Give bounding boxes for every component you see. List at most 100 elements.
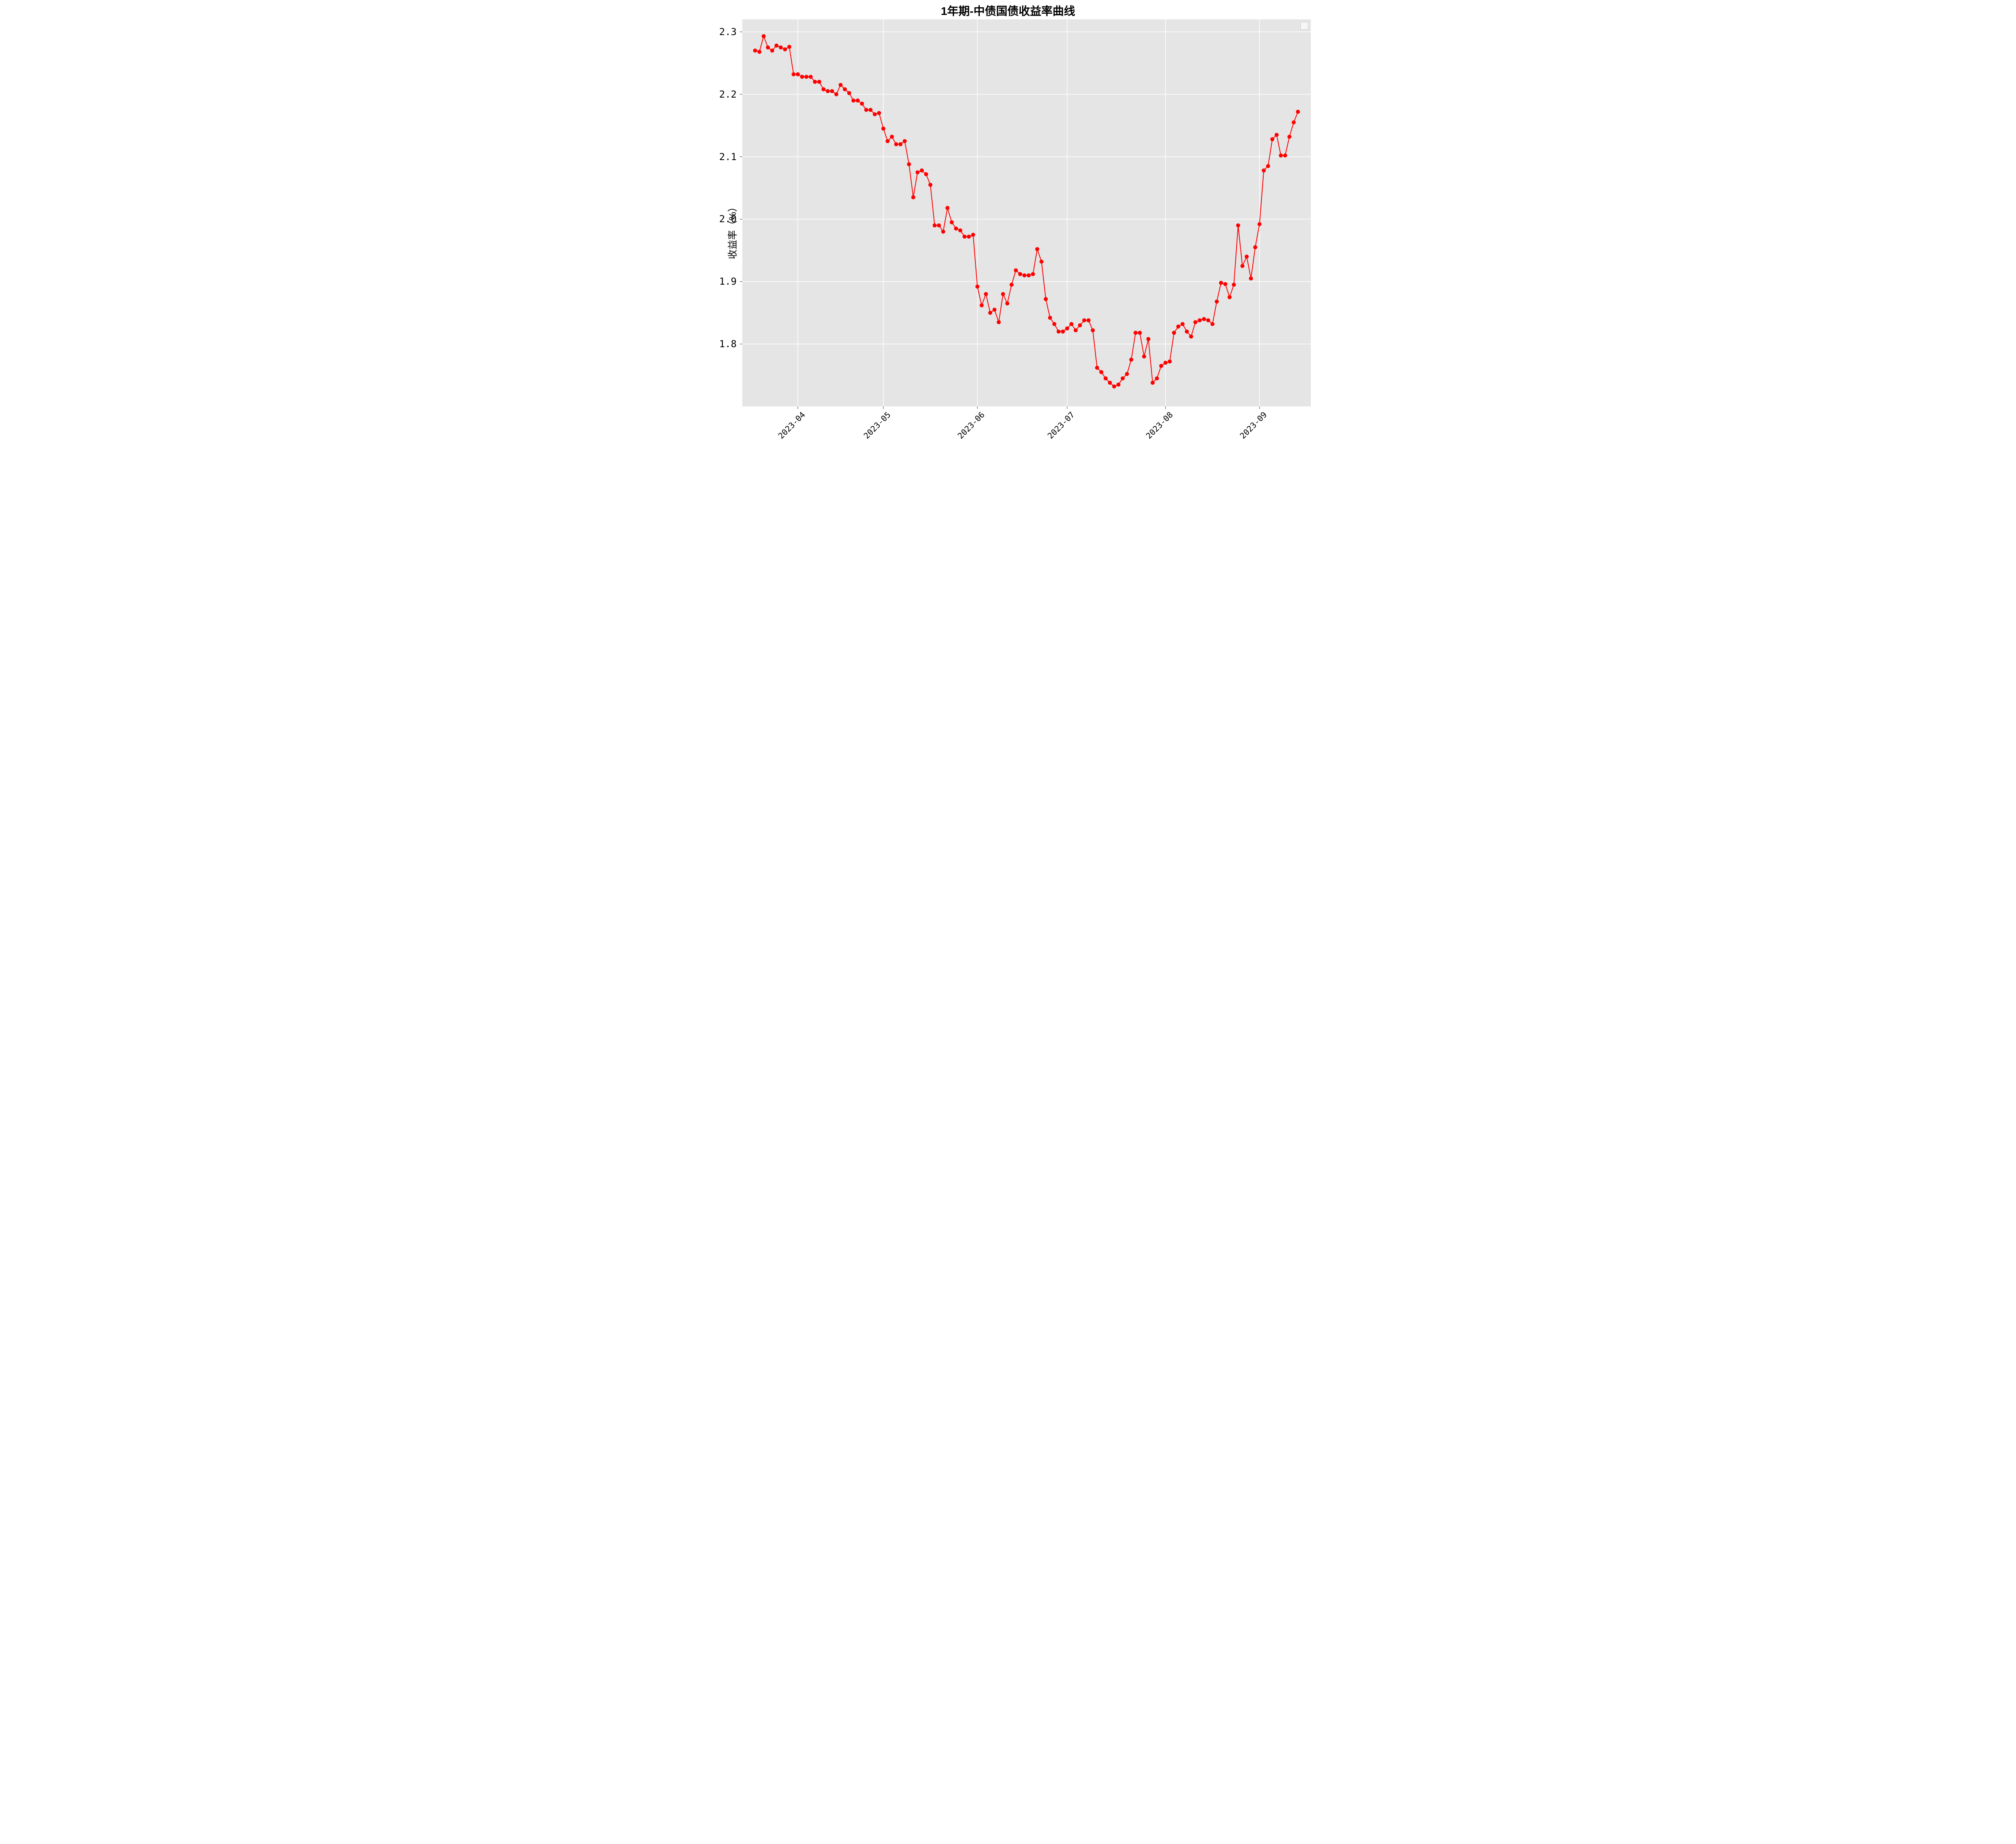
data-point (800, 75, 804, 79)
data-point (1172, 331, 1176, 335)
data-point (868, 108, 873, 112)
data-point (1193, 320, 1198, 324)
data-point (958, 228, 962, 232)
data-point (1223, 282, 1227, 286)
data-point (1061, 329, 1065, 333)
data-point (971, 233, 975, 237)
data-point (1027, 273, 1031, 277)
data-point (864, 108, 868, 112)
data-point (1275, 133, 1279, 137)
data-point (762, 34, 766, 38)
xtick-label: 2023-08 (1144, 410, 1175, 441)
data-point (1258, 222, 1262, 226)
data-point (933, 223, 937, 227)
data-point (988, 311, 992, 315)
data-point (1146, 337, 1150, 341)
data-point (1198, 318, 1202, 322)
data-point (950, 220, 954, 224)
data-point (1116, 383, 1120, 387)
data-point (1044, 297, 1048, 301)
data-point (997, 320, 1001, 324)
data-point (1074, 328, 1078, 332)
data-point (924, 172, 928, 176)
data-point (1010, 283, 1014, 287)
data-point (1292, 120, 1296, 124)
data-point (830, 89, 834, 93)
data-point (1018, 272, 1022, 276)
data-point (1138, 331, 1142, 335)
data-point (1057, 329, 1061, 333)
data-point (1185, 329, 1189, 333)
data-point (1023, 273, 1027, 277)
data-point (907, 162, 911, 166)
xtick-label: 2023-05 (862, 410, 893, 441)
data-point (992, 308, 996, 312)
data-point (791, 72, 796, 76)
ytick-label: 2.3 (719, 26, 737, 38)
data-point (1129, 358, 1133, 362)
data-point (1245, 254, 1249, 258)
data-point (775, 44, 779, 48)
data-point (881, 127, 885, 131)
ytick-label: 2.0 (719, 213, 737, 225)
data-point (1151, 381, 1155, 385)
data-point (1219, 281, 1223, 285)
data-point (1236, 223, 1240, 227)
data-point (937, 223, 941, 227)
data-point (1065, 326, 1069, 330)
data-point (1095, 366, 1099, 370)
data-point (839, 83, 843, 87)
data-point (860, 102, 864, 106)
data-point (1266, 164, 1270, 168)
data-point (1078, 323, 1082, 327)
data-point (1104, 376, 1108, 380)
data-point (1082, 318, 1086, 322)
data-point (787, 45, 791, 49)
data-point (975, 285, 979, 289)
data-point (1039, 260, 1043, 264)
data-point (1091, 328, 1095, 332)
yield-curve-chart: 1年期-中债国债收益率曲线 收益率（%） 1.81.92.02.12.22.32… (696, 0, 1320, 461)
data-point (834, 92, 838, 96)
data-point (1270, 137, 1275, 141)
series-svg (742, 19, 1311, 406)
data-point (1279, 154, 1283, 158)
xtick-label: 2023-06 (956, 410, 987, 441)
data-point (928, 183, 932, 187)
xtick-label: 2023-09 (1238, 410, 1269, 441)
data-point (843, 87, 847, 91)
data-point (847, 91, 851, 95)
data-point (1215, 300, 1219, 304)
data-point (1035, 247, 1039, 251)
y-axis-label: 收益率（%） (725, 202, 739, 259)
data-point (954, 227, 958, 231)
data-point (1253, 245, 1257, 249)
data-point (1069, 322, 1073, 326)
chart-title: 1年期-中债国债收益率曲线 (696, 2, 1320, 19)
data-point (941, 229, 945, 233)
data-point (821, 87, 825, 91)
ytick-label: 1.8 (719, 338, 737, 350)
data-point (757, 50, 761, 54)
data-point (873, 112, 877, 116)
data-point (1031, 272, 1035, 276)
legend-box (1300, 22, 1308, 30)
data-point (813, 80, 817, 84)
data-point (962, 235, 966, 239)
data-point (1168, 360, 1172, 364)
data-point (911, 195, 915, 199)
data-point (916, 170, 920, 174)
data-point (980, 303, 984, 307)
data-point (1206, 318, 1210, 322)
data-point (920, 169, 924, 173)
data-point (770, 48, 774, 52)
data-point (766, 46, 770, 50)
data-point (1240, 264, 1244, 268)
data-point (903, 139, 907, 143)
xtick-label: 2023-04 (776, 410, 807, 441)
data-point (1014, 268, 1018, 272)
data-point (826, 89, 830, 93)
data-point (1052, 322, 1056, 326)
data-point (1100, 370, 1104, 374)
data-point (1112, 384, 1116, 388)
